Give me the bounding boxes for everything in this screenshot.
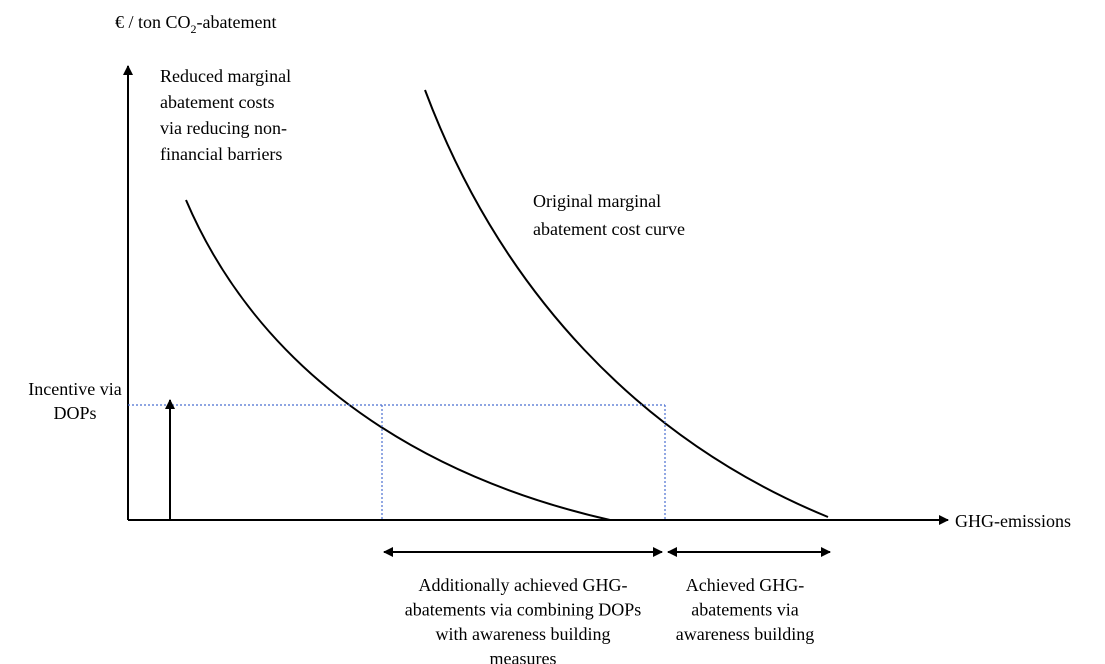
incentive-label: Incentive via <box>28 379 121 399</box>
label-part: -abatement <box>197 12 277 32</box>
additional-abatement-label: Additionally achieved GHG- <box>419 575 628 595</box>
y-axis-label: € / ton CO2-abatement <box>115 12 276 36</box>
label-subscript: 2 <box>191 22 197 36</box>
additional-abatement-label: measures <box>490 649 557 664</box>
x-axis-label: GHG-emissions <box>955 511 1071 531</box>
reduced-curve-label: abatement costs <box>160 92 274 112</box>
awareness-abatement-label: awareness building <box>676 624 814 644</box>
original-curve <box>424 89 829 518</box>
additional-abatement-label: abatements via combining DOPs <box>405 600 641 620</box>
additional-abatement-label: with awareness building <box>436 624 611 644</box>
original-curve-label: abatement cost curve <box>533 219 685 239</box>
reduced-curve-label: Reduced marginal <box>160 66 291 86</box>
reduced-curve-label: financial barriers <box>160 144 282 164</box>
reduced-curve <box>185 199 611 521</box>
incentive-label: DOPs <box>53 403 96 423</box>
awareness-abatement-label: Achieved GHG- <box>686 575 804 595</box>
label-part: € / ton CO <box>115 12 191 32</box>
awareness-abatement-label: abatements via <box>691 600 798 620</box>
original-curve-label: Original marginal <box>533 191 661 211</box>
reduced-curve-label: via reducing non- <box>160 118 287 138</box>
